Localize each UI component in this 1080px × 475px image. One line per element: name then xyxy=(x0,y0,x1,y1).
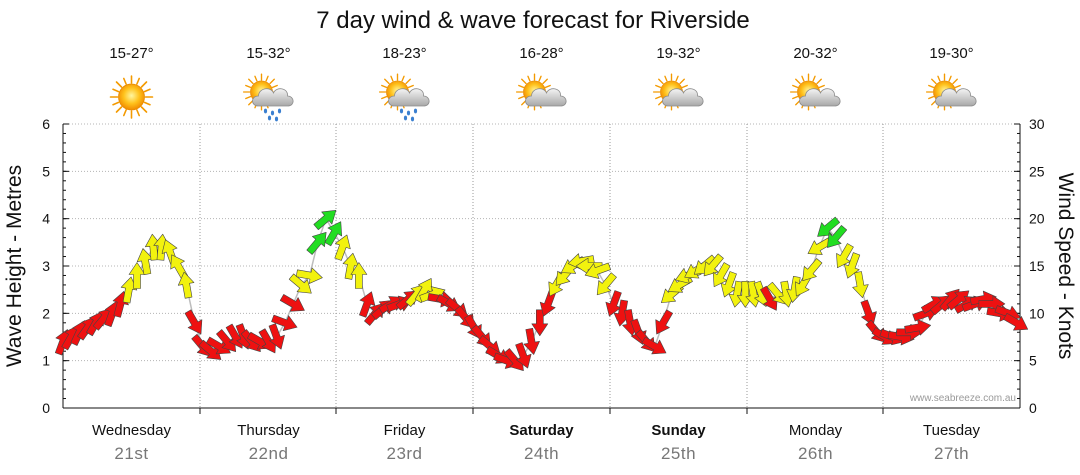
y2-tick-label: 10 xyxy=(1029,305,1045,321)
day-temp-range: 18-23° xyxy=(382,45,426,62)
day-date: 24th xyxy=(524,444,559,463)
wind-arrow xyxy=(268,323,285,350)
wind-arrow xyxy=(584,262,612,279)
wind-arrow xyxy=(279,294,305,312)
wind-arrow xyxy=(350,262,368,289)
sun-cloud-icon xyxy=(652,73,704,111)
sun-cloud-icon xyxy=(515,73,567,111)
day-name: Thursday xyxy=(237,422,300,439)
day-temp-range: 15-27° xyxy=(109,45,153,62)
wind-arrow xyxy=(515,342,532,369)
sunny-icon xyxy=(109,75,154,119)
sun-cloud-icon xyxy=(925,73,977,111)
y-axis-label-right: Wind Speed - Knots xyxy=(1054,173,1077,360)
sun-cloud-icon xyxy=(789,73,841,111)
wind-arrow xyxy=(843,252,861,279)
y2-tick-label: 30 xyxy=(1029,116,1045,132)
wind-arrow xyxy=(1003,312,1029,331)
wind-arrow xyxy=(271,314,298,331)
day-temp-range: 15-32° xyxy=(246,45,290,62)
wind-arrow xyxy=(120,276,138,304)
day-name: Saturday xyxy=(509,422,574,439)
y-tick-label: 4 xyxy=(42,211,50,227)
wind-arrow xyxy=(334,234,351,261)
y-tick-label: 1 xyxy=(42,353,50,369)
wind-arrow xyxy=(177,271,195,299)
wind-arrow xyxy=(836,243,854,269)
wind-arrow xyxy=(852,271,869,299)
day-temp-range: 19-30° xyxy=(929,45,973,62)
day-date: 22nd xyxy=(249,444,289,463)
day-date: 26th xyxy=(798,444,833,463)
day-name: Sunday xyxy=(651,422,706,439)
y2-tick-label: 5 xyxy=(1029,353,1037,369)
wind-arrow xyxy=(313,210,337,231)
sun-cloud-rain-icon xyxy=(242,73,294,122)
day-name: Tuesday xyxy=(923,422,980,439)
wind-arrow xyxy=(306,232,327,255)
day-name: Friday xyxy=(384,422,426,439)
gridlines xyxy=(63,123,1020,408)
y2-tick-label: 25 xyxy=(1029,163,1045,179)
wind-arrows xyxy=(54,210,1029,371)
wind-arrow xyxy=(531,309,549,337)
wind-arrow xyxy=(827,225,848,248)
wind-arrow xyxy=(359,291,376,318)
day-date: 23rd xyxy=(386,444,422,463)
y-tick-label: 6 xyxy=(42,116,50,132)
y2-tick-label: 15 xyxy=(1029,258,1045,274)
day-temp-range: 19-32° xyxy=(656,45,700,62)
wind-arrow xyxy=(324,221,343,247)
y-axis-label-left: Wave Height - Metres xyxy=(3,165,26,367)
day-temp-range: 20-32° xyxy=(793,45,837,62)
y-tick-label: 3 xyxy=(42,258,50,274)
credit-text: www.seabreeze.com.au xyxy=(909,393,1016,404)
wind-arrow xyxy=(802,258,823,281)
chart-title: 7 day wind & wave forecast for Riverside xyxy=(316,7,750,34)
daily-weather-row: 15-27° 15-32° 18-23° 16-28° 19-32° 20-32° 19-3… xyxy=(109,45,977,122)
day-date: 27th xyxy=(934,444,969,463)
axes-ticks: 0 1 2 3 4 5 6 0 5 10 15 20 25 30 xyxy=(42,116,1045,416)
wind-arrow xyxy=(295,267,323,284)
day-temp-range: 16-28° xyxy=(519,45,563,62)
wind-arrow xyxy=(641,336,667,355)
day-name: Monday xyxy=(789,422,843,439)
wave-height-line xyxy=(62,216,1018,362)
day-date: 21st xyxy=(114,444,148,463)
day-date: 25th xyxy=(661,444,696,463)
wind-arrow xyxy=(288,273,312,294)
wind-arrow xyxy=(655,309,673,335)
wind-arrow xyxy=(703,253,724,277)
day-name: Wednesday xyxy=(92,422,171,439)
wind-arrow xyxy=(596,272,617,296)
wind-arrow xyxy=(184,309,203,335)
wind-arrow xyxy=(860,299,877,326)
wind-arrow xyxy=(712,262,731,288)
wind-arrow xyxy=(523,327,540,355)
sun-cloud-rain-icon xyxy=(378,73,430,122)
y-tick-label: 0 xyxy=(42,400,50,416)
day-labels: Wednesday 21st Thursday 22nd Friday 23rd Satur… xyxy=(92,422,980,463)
y2-tick-label: 0 xyxy=(1029,400,1037,416)
y2-tick-label: 20 xyxy=(1029,211,1045,227)
y-tick-label: 2 xyxy=(42,305,50,321)
y-tick-label: 5 xyxy=(42,163,50,179)
wind-arrow xyxy=(817,216,841,237)
